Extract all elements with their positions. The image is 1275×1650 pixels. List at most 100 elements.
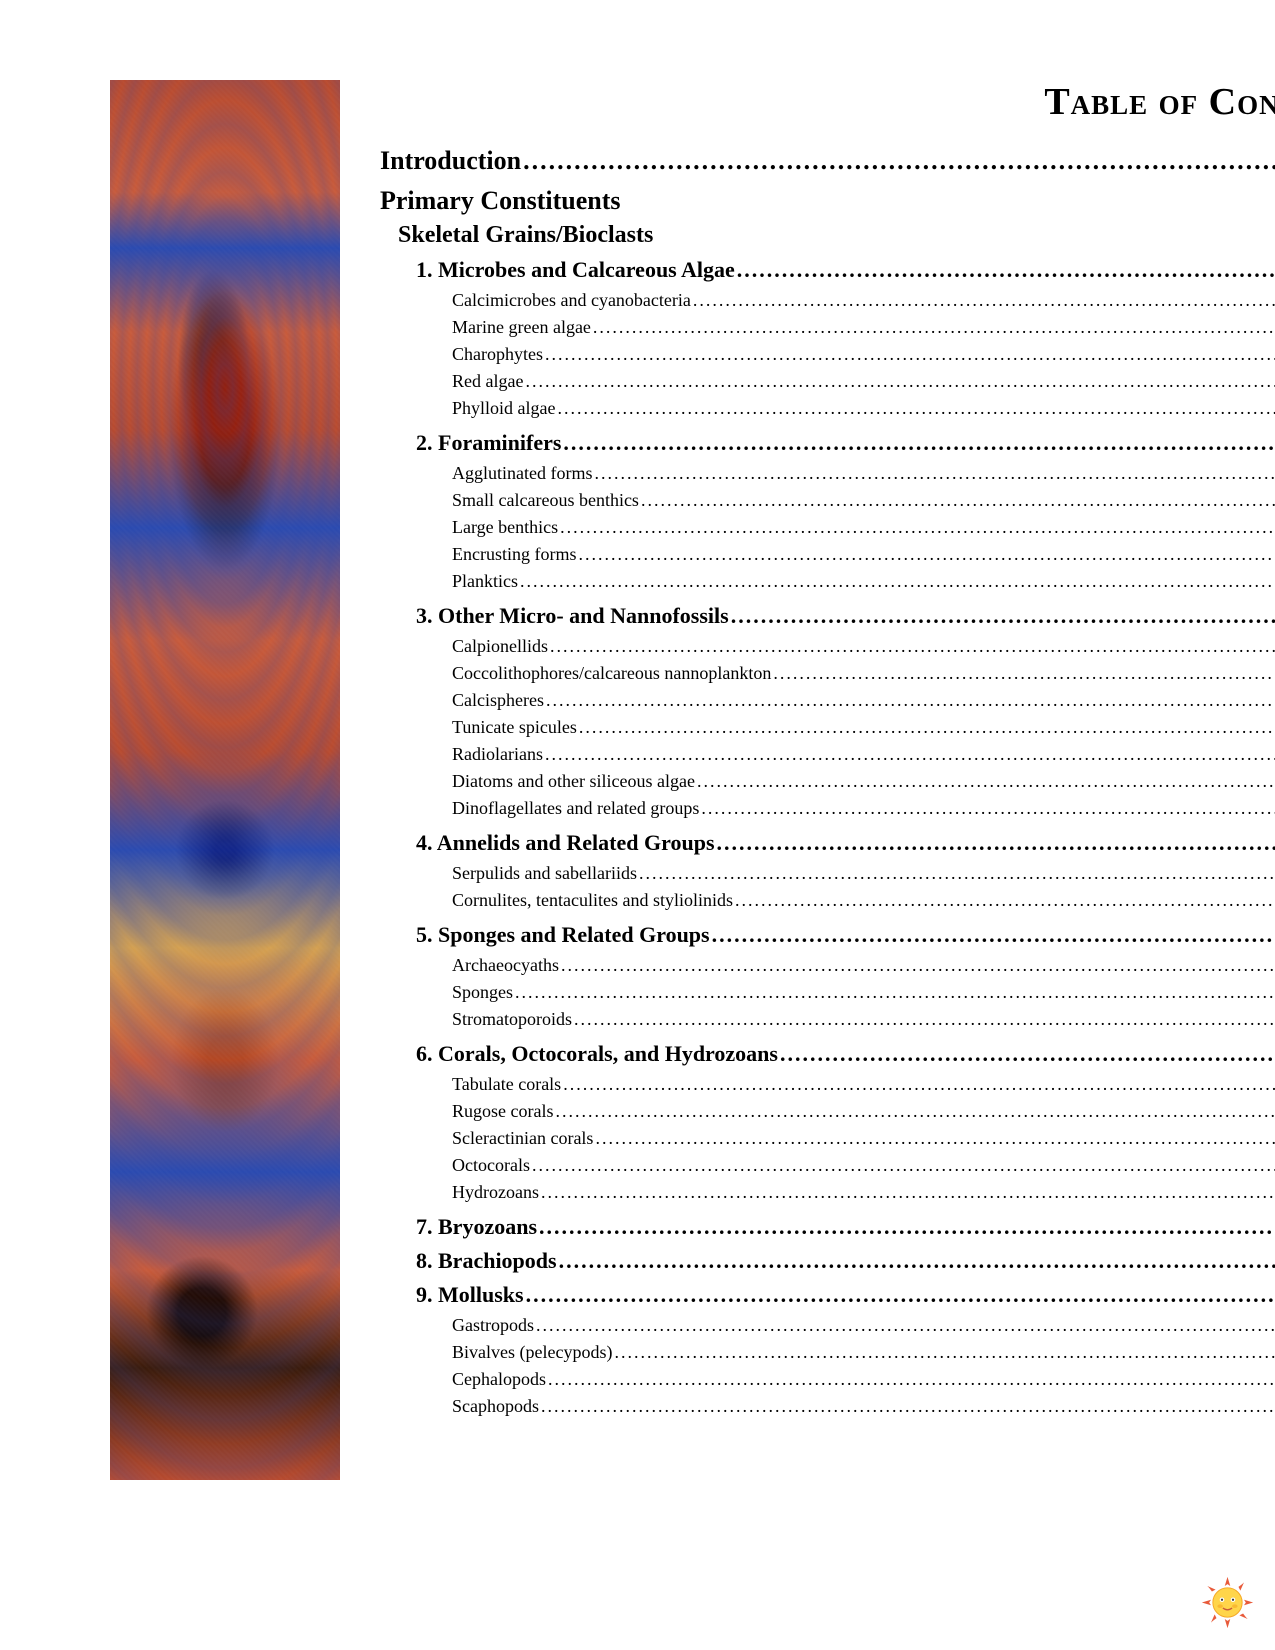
toc-entry: Serpulids and sabellariids76 xyxy=(452,860,1275,887)
entry-label: Sponges xyxy=(452,979,513,1006)
toc-entry: Scaphopods174 xyxy=(452,1393,1275,1420)
leader-dots xyxy=(546,687,1275,714)
leader-dots xyxy=(701,795,1275,822)
entry-label: Large benthics xyxy=(452,514,558,541)
chapter-label: 6. Corals, Octocorals, and Hydrozoans xyxy=(416,1041,778,1067)
chapter-label: 1. Microbes and Calcareous Algae xyxy=(416,257,735,283)
toc-subsection: Skeletal Grains/Bioclasts xyxy=(398,222,1275,249)
toc-entry: Phylloid algae28 xyxy=(452,395,1275,422)
toc-entry: Hydrozoans121 xyxy=(452,1179,1275,1206)
toc-entry: Calpionellids52 xyxy=(452,633,1275,660)
toc-entry: Gastropods154 xyxy=(452,1312,1275,1339)
leader-dots xyxy=(641,487,1275,514)
entry-label: Cephalopods xyxy=(452,1366,546,1393)
leader-dots xyxy=(550,633,1275,660)
entry-label: Calcimicrobes and cyanobacteria xyxy=(452,287,691,314)
toc-entry: Agglutinated forms36 xyxy=(452,460,1275,487)
leader-dots xyxy=(563,1071,1275,1098)
toc-entry: Sponges88 xyxy=(452,979,1275,1006)
entry-label: Scleractinian corals xyxy=(452,1125,593,1152)
toc-entry: Calcispheres60 xyxy=(452,687,1275,714)
leader-dots xyxy=(578,541,1275,568)
entry-label: Calpionellids xyxy=(452,633,548,660)
toc-entry: Bivalves (pelecypods)160 xyxy=(452,1339,1275,1366)
chapter-label: 3. Other Micro- and Nannofossils xyxy=(416,603,729,629)
toc-chapter: 4. Annelids and Related Groups75 xyxy=(416,830,1275,856)
entry-label: Hydrozoans xyxy=(452,1179,539,1206)
entry-label: Agglutinated forms xyxy=(452,460,592,487)
sun-mascot-icon xyxy=(1200,1575,1255,1630)
leader-dots xyxy=(561,952,1275,979)
toc-entry: Coccolithophores/calcareous nannoplankto… xyxy=(452,660,1275,687)
leader-dots xyxy=(697,768,1275,795)
toc-content: Table of Contents Introduction vi Primar… xyxy=(380,80,1275,1590)
toc-chapter: 3. Other Micro- and Nannofossils51 xyxy=(416,603,1275,629)
toc-entry: Dinoflagellates and related groups72 xyxy=(452,795,1275,822)
entry-label: Planktics xyxy=(452,568,518,595)
chapter-label: 8. Brachiopods xyxy=(416,1248,557,1274)
entry-label: Serpulids and sabellariids xyxy=(452,860,637,887)
toc-entry: Marine green algae12 xyxy=(452,314,1275,341)
toc-entry: Cephalopods170 xyxy=(452,1366,1275,1393)
entry-label: Small calcareous benthics xyxy=(452,487,639,514)
leader-dots xyxy=(559,1248,1275,1274)
toc-entry: Encrusting forms46 xyxy=(452,541,1275,568)
entry-label: Cornulites, tentaculites and styliolinid… xyxy=(452,887,733,914)
toc-entry: Red algae22 xyxy=(452,368,1275,395)
thin-section-image xyxy=(110,80,340,1480)
leader-dots xyxy=(526,1282,1275,1308)
leader-dots xyxy=(593,314,1275,341)
entry-label: Encrusting forms xyxy=(452,541,576,568)
leader-dots xyxy=(693,287,1275,314)
chapter-label: 4. Annelids and Related Groups xyxy=(416,830,715,856)
leader-dots xyxy=(557,395,1275,422)
entry-label: Tabulate corals xyxy=(452,1071,561,1098)
entry-label: Stromatoporoids xyxy=(452,1006,572,1033)
toc-intro: Introduction vi xyxy=(380,146,1275,176)
leader-dots xyxy=(574,1006,1275,1033)
entry-label: Rugose corals xyxy=(452,1098,553,1125)
toc-entry: Tabulate corals102 xyxy=(452,1071,1275,1098)
entry-label: Scaphopods xyxy=(452,1393,539,1420)
toc-section: Primary Constituents xyxy=(380,186,1275,216)
toc-entry: Calcimicrobes and cyanobacteria2 xyxy=(452,287,1275,314)
leader-dots xyxy=(555,1098,1275,1125)
toc-chapter: 6. Corals, Octocorals, and Hydrozoans101 xyxy=(416,1041,1275,1067)
toc-chapter: 5. Sponges and Related Groups83 xyxy=(416,922,1275,948)
leader-dots xyxy=(539,1214,1275,1240)
toc-entry: Large benthics41 xyxy=(452,514,1275,541)
leader-dots xyxy=(545,741,1275,768)
leader-dots xyxy=(712,922,1275,948)
toc-entry: Rugose corals107 xyxy=(452,1098,1275,1125)
entry-label: Marine green algae xyxy=(452,314,591,341)
toc-entry: Planktics48 xyxy=(452,568,1275,595)
leader-dots xyxy=(563,430,1275,456)
toc-entry: Tunicate spicules63 xyxy=(452,714,1275,741)
toc-entry: Radiolarians64 xyxy=(452,741,1275,768)
entry-label: Archaeocyaths xyxy=(452,952,559,979)
leader-dots xyxy=(560,514,1275,541)
toc-entry: Charophytes18 xyxy=(452,341,1275,368)
leader-dots xyxy=(639,860,1275,887)
toc-entry: Stromatoporoids96 xyxy=(452,1006,1275,1033)
toc-entry: Small calcareous benthics38 xyxy=(452,487,1275,514)
toc-entry: Cornulites, tentaculites and styliolinid… xyxy=(452,887,1275,914)
leader-dots xyxy=(532,1152,1275,1179)
toc-chapter: 9. Mollusks153 xyxy=(416,1282,1275,1308)
leader-dots xyxy=(548,1366,1275,1393)
entry-label: Radiolarians xyxy=(452,741,543,768)
leader-dots xyxy=(579,714,1275,741)
leader-dots xyxy=(525,368,1275,395)
leader-dots xyxy=(614,1339,1275,1366)
chapters-list: 1. Microbes and Calcareous Algae1Calcimi… xyxy=(380,257,1275,1420)
entry-label: Bivalves (pelecypods) xyxy=(452,1339,612,1366)
leader-dots xyxy=(541,1179,1275,1206)
leader-dots xyxy=(536,1312,1275,1339)
page-container: Table of Contents Introduction vi Primar… xyxy=(0,0,1275,1650)
leader-dots xyxy=(731,603,1275,629)
entry-label: Phylloid algae xyxy=(452,395,555,422)
toc-entry: Octocorals118 xyxy=(452,1152,1275,1179)
entry-label: Dinoflagellates and related groups xyxy=(452,795,699,822)
intro-label: Introduction xyxy=(380,146,521,176)
leader-dots xyxy=(737,257,1275,283)
